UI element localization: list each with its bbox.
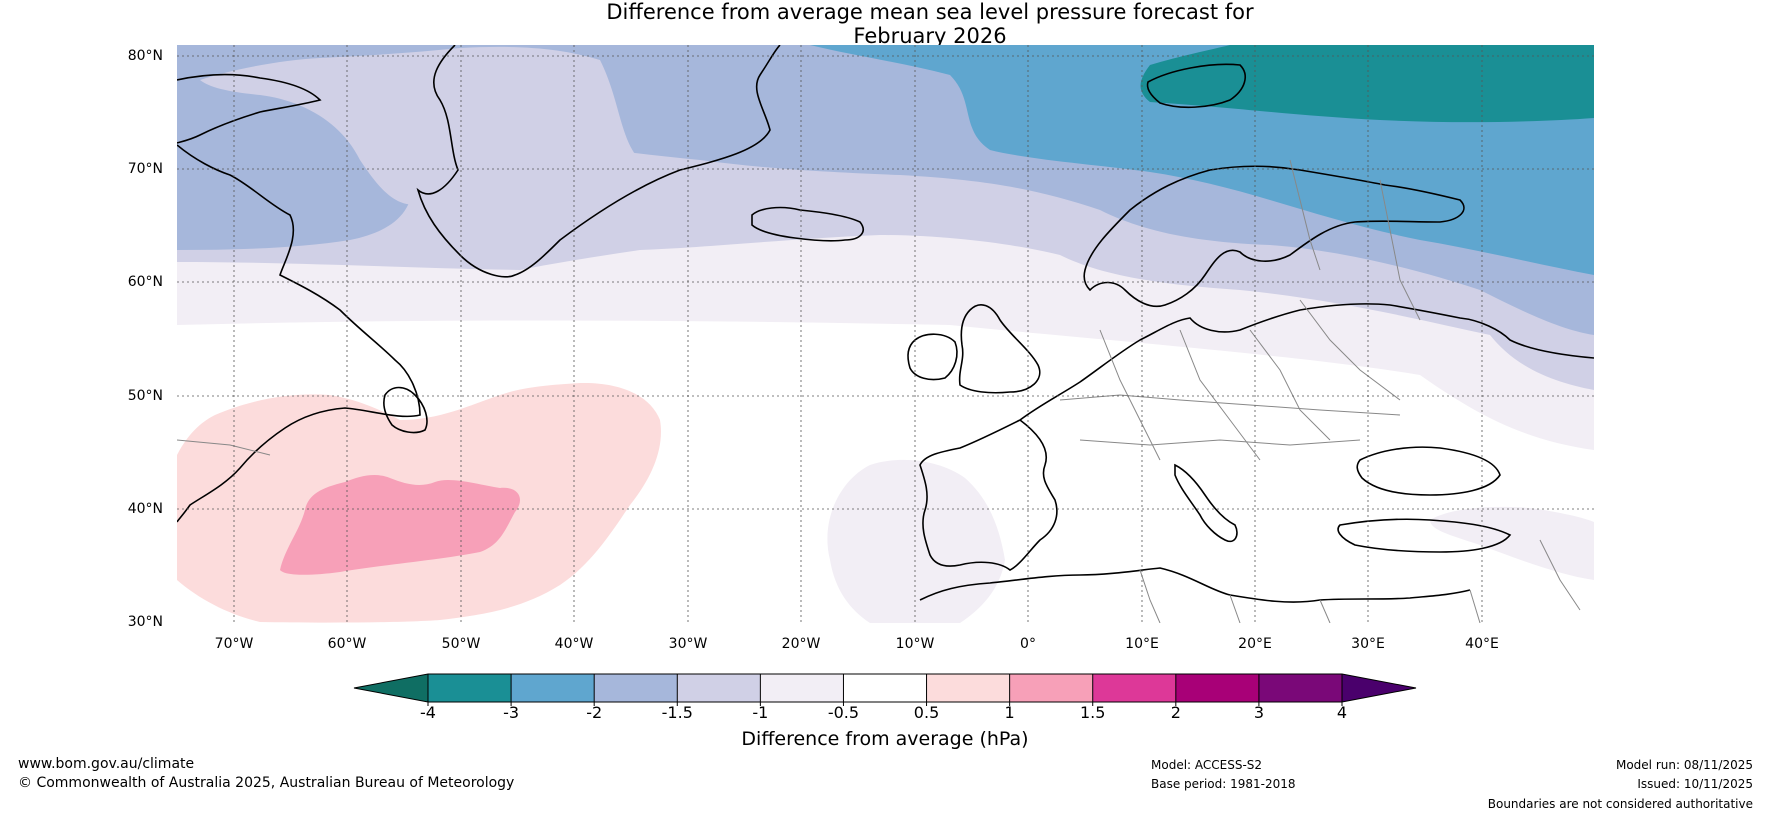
colorbar-segment	[843, 674, 928, 702]
anomaly-zone-minus-1-north	[200, 46, 640, 205]
lon-label-30w: 30°W	[668, 636, 708, 652]
labrador-coast	[177, 144, 421, 523]
anomaly-zone-minus-3	[1140, 45, 1594, 123]
colorbar-segment	[677, 674, 761, 702]
title-line-1: Difference from average mean sea level p…	[606, 0, 1254, 24]
iceland-coast	[751, 206, 864, 242]
colorbar-tick-label: 1	[1004, 703, 1015, 722]
greenland-coast	[416, 45, 781, 278]
lon-label-20e: 20°E	[1238, 636, 1272, 652]
copyright-text: © Commonwealth of Australia 2025, Austra…	[18, 775, 515, 791]
country-borders	[177, 159, 1581, 623]
europe-mainland-coast	[1019, 303, 1594, 421]
lat-label-70n: 70°N	[127, 161, 163, 177]
colorbar-tick-label: 3	[1253, 703, 1264, 722]
base-period: Base period: 1981-2018	[1151, 777, 1296, 791]
north-africa-coast	[919, 567, 1471, 603]
map-title: Difference from average mean sea level p…	[0, 0, 1770, 48]
colorbar-tick-label: -2	[586, 703, 603, 722]
black-sea-coast	[1356, 446, 1501, 496]
colorbar-segment	[511, 674, 595, 702]
colorbar-tick-label: 2	[1170, 703, 1181, 722]
colorbar-segment	[1092, 674, 1177, 702]
anomaly-zone-minus-0.5-iberia	[827, 459, 1005, 623]
colorbar-tick-label: -1	[752, 703, 769, 722]
svalbard-coast	[1146, 63, 1246, 109]
ireland-coast	[907, 333, 958, 381]
anomaly-zone-plus-1	[280, 475, 520, 575]
colorbar-segment	[1258, 674, 1343, 702]
colorbar-tick-label: -3	[503, 703, 520, 722]
colorbar-extension-high	[1342, 674, 1416, 702]
anomaly-zone-minus-0.5-east	[1430, 506, 1594, 580]
colorbar-tick-label: -1.5	[661, 703, 693, 722]
lat-label-30n: 30°N	[127, 614, 163, 630]
lon-label-70w: 70°W	[214, 636, 254, 652]
boundaries-disclaimer: Boundaries are not considered authoritat…	[1487, 797, 1753, 811]
model-run-date: Model run: 08/11/2025	[1615, 758, 1753, 772]
lon-label-60w: 60°W	[327, 636, 367, 652]
lon-label-30e: 30°E	[1351, 636, 1385, 652]
colorbar-segment	[1175, 674, 1260, 702]
colorbar-tick-label: -0.5	[827, 703, 860, 722]
graticule	[177, 45, 1594, 623]
issued-date: Issued: 10/11/2025	[1637, 777, 1753, 791]
lat-label-40n: 40°N	[127, 501, 163, 517]
colorbar-tick-label: 0.5	[913, 703, 940, 722]
colorbar-tick-marks	[427, 674, 1343, 706]
colorbar-segment	[594, 674, 678, 702]
model-name: Model: ACCESS-S2	[1151, 758, 1263, 772]
coastlines	[177, 45, 1594, 603]
website-link[interactable]: www.bom.gov.au/climate	[18, 756, 195, 772]
italy-coast	[1174, 463, 1238, 543]
newfoundland-coast	[383, 386, 428, 434]
colorbar-label: Difference from average (hPa)	[741, 728, 1029, 750]
asia-minor-coast	[1337, 518, 1512, 553]
iberia-coast	[919, 419, 1058, 571]
colorbar-tick-label: 1.5	[1079, 703, 1106, 722]
colorbar-tick-label: 4	[1336, 703, 1348, 722]
map-area	[177, 45, 1594, 623]
lon-label-40w: 40°W	[554, 636, 594, 652]
colorbar-segment	[926, 674, 1011, 702]
colorbar-segments	[353, 673, 1417, 703]
colorbar-segment	[1009, 674, 1094, 702]
colorbar-segment	[428, 674, 512, 702]
lon-label-50w: 50°W	[441, 636, 481, 652]
colorbar-segment	[760, 674, 844, 702]
lat-label-80n: 80°N	[127, 48, 163, 64]
colorbar-tick-label: -4	[420, 703, 436, 722]
lon-label-20w: 20°W	[781, 636, 821, 652]
british-isles-coast	[958, 304, 1041, 394]
lat-label-50n: 50°N	[127, 388, 163, 404]
lon-label-0: 0°	[1020, 636, 1036, 652]
colorbar-extension-low	[354, 674, 428, 702]
baffin-coast	[177, 73, 322, 144]
lon-label-10w: 10°W	[895, 636, 935, 652]
title-line-2: February 2026	[853, 24, 1007, 48]
lon-label-40e: 40°E	[1465, 636, 1499, 652]
scandinavia-coast	[1083, 165, 1465, 308]
lon-label-10e: 10°E	[1125, 636, 1159, 652]
lat-label-60n: 60°N	[127, 274, 163, 290]
